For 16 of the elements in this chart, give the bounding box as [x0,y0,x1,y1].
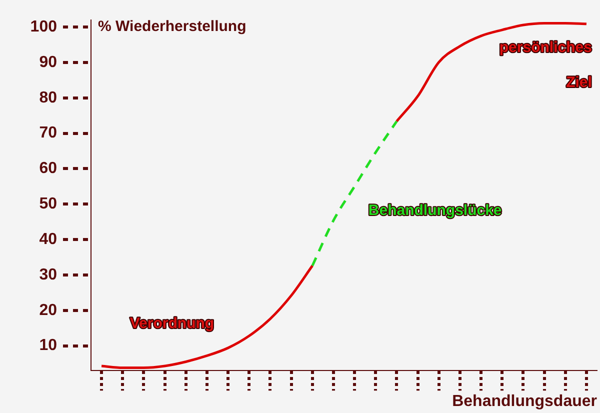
annotation: Verordnung [130,315,214,332]
y-tick-label: 30 [39,266,58,284]
y-tick-label: 70 [39,124,58,142]
text: persönliches Ziel [499,39,592,92]
annotation: Behandlungslücke [368,202,502,220]
y-tick-label: 40 [39,230,58,248]
y-tick-label: 50 [39,196,58,213]
y-tick-label: 80 [39,89,58,106]
line-series [100,264,314,370]
y-tick-label: 10 [39,337,58,354]
y-tick-label: 90 [39,54,58,71]
y-tick-label: 20 [39,302,58,319]
x-axis-title: Behandlungsdauer [452,392,597,410]
y-tick-label: 100 [30,18,58,36]
y-axis-title: % Wiederherstellung [98,18,246,36]
y-tick-label: 60 [39,160,58,178]
